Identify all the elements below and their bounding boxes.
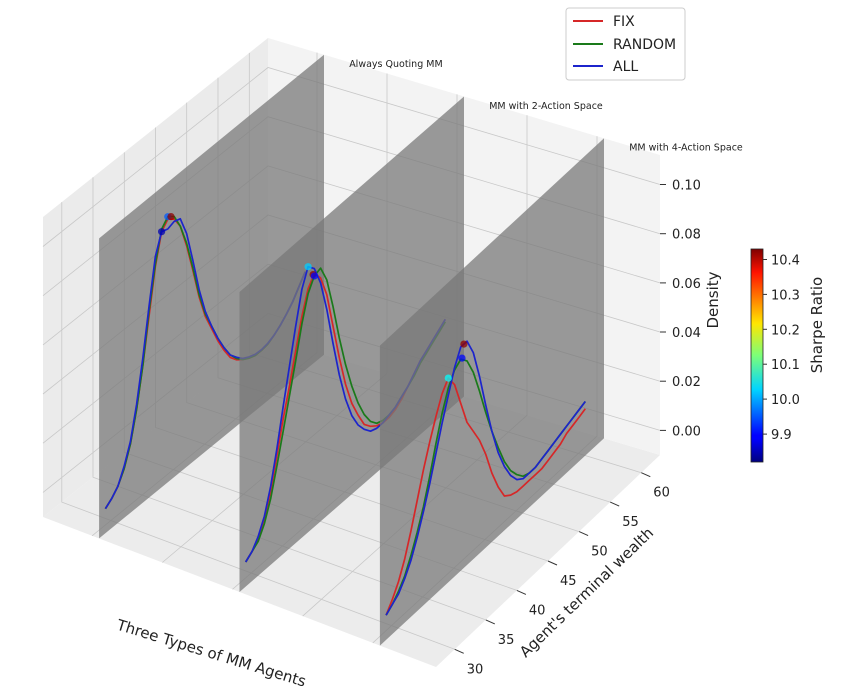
colorbar-label: Sharpe Ratio [808, 277, 826, 373]
y-tick-label: 40 [529, 603, 546, 618]
z-tick-label: 0.08 [672, 228, 701, 243]
peak-marker [167, 213, 175, 221]
z-tick-label: 0.02 [672, 375, 701, 390]
y-tick-mark [547, 560, 558, 566]
peak-marker [310, 272, 318, 280]
peak-marker [304, 263, 312, 271]
panel-label: MM with 2-Action Space [489, 101, 603, 112]
y-tick-label: 55 [622, 515, 639, 530]
y-tick-mark [516, 589, 527, 595]
z-tick-label: 0.04 [672, 326, 701, 341]
y-tick-mark [454, 648, 464, 654]
series-line-all [385, 340, 586, 616]
y-tick-label: 45 [560, 574, 577, 589]
x-axis-label: Three Types of MM Agents [114, 616, 309, 691]
z-tick-label: 0.10 [672, 179, 701, 194]
colorbar-tick-label: 9.9 [771, 428, 792, 443]
peak-marker [458, 354, 466, 362]
plot-area: Always Quoting MM MM with 2-Action Space M… [99, 54, 743, 646]
z-axis-label: Density [704, 271, 722, 328]
y-tick-mark [578, 531, 589, 537]
colorbar-tick-label: 10.2 [771, 323, 800, 338]
colorbar: 9.9 10.0 10.1 10.2 10.3 10.4 Sharpe Ratio [750, 248, 826, 463]
legend-label-random: RANDOM [613, 37, 676, 53]
y-tick-mark [485, 619, 496, 625]
peak-marker [444, 374, 452, 382]
panel-label: MM with 4-Action Space [629, 143, 743, 154]
z-tick-label: 0.00 [672, 424, 701, 439]
z-tick-label: 0.06 [672, 277, 701, 292]
grid-line [61, 202, 455, 650]
panel-plane [379, 138, 604, 646]
y-tick-label: 35 [498, 633, 515, 648]
grid-line [42, 67, 661, 247]
colorbar-ticks: 9.9 10.0 10.1 10.2 10.3 10.4 [763, 254, 800, 443]
legend: FIX RANDOM ALL [565, 7, 686, 81]
legend-label-fix: FIX [613, 14, 635, 30]
series-line-fix [385, 377, 586, 616]
colorbar-gradient [750, 248, 764, 463]
grid-line [92, 177, 486, 621]
y-tick-mark [609, 501, 620, 507]
peak-marker [158, 228, 166, 236]
y-tick-mark [641, 472, 651, 478]
axes: 30 35 40 45 50 55 60 0.00 0.02 0.04 0.06 0.08 0.10 [454, 179, 701, 677]
legend-frame [565, 7, 686, 81]
panel-label: Always Quoting MM [349, 59, 442, 70]
panel-plane [239, 96, 464, 592]
panel-plane [99, 54, 324, 539]
peak-marker [460, 340, 468, 348]
legend-label-all: ALL [613, 59, 638, 75]
colorbar-tick-label: 10.0 [771, 393, 800, 408]
y-tick-label: 50 [591, 545, 608, 560]
colorbar-tick-label: 10.1 [771, 358, 800, 373]
y-tick-label: 60 [653, 486, 670, 501]
y-tick-label: 30 [467, 662, 484, 677]
colorbar-tick-label: 10.3 [771, 288, 800, 303]
colorbar-tick-label: 10.4 [771, 254, 800, 269]
